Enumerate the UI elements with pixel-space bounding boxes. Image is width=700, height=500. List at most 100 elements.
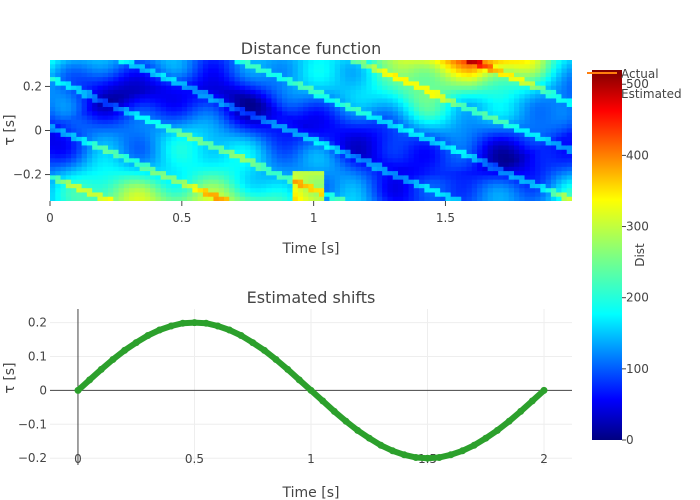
heatmap-cell xyxy=(239,179,246,185)
heatmap-cell xyxy=(429,158,436,164)
heatmap-cell xyxy=(297,166,304,172)
heatmap-cell xyxy=(424,124,431,129)
heatmap-cell xyxy=(456,136,462,142)
heatmap-cell xyxy=(324,141,331,147)
heatmap-cell xyxy=(392,145,399,151)
heatmap-cell xyxy=(113,192,120,198)
heatmap-cell xyxy=(429,124,436,129)
heatmap-cell xyxy=(171,158,178,164)
heatmap-cell xyxy=(86,175,93,181)
heatmap-cell xyxy=(492,111,499,117)
heatmap-cell xyxy=(371,94,378,100)
heatmap-cell xyxy=(234,111,241,117)
heatmap-cell xyxy=(71,85,77,91)
heatmap-cell xyxy=(461,72,468,78)
heatmap-cell xyxy=(60,111,67,117)
heatmap-cell xyxy=(239,89,246,95)
heatmap-cell xyxy=(324,98,331,104)
heatmap-cell xyxy=(271,196,278,201)
data-point xyxy=(237,332,245,339)
heatmap-cell xyxy=(445,145,452,151)
heatmap-cell xyxy=(392,192,399,198)
heatmap-cell xyxy=(287,128,294,134)
heatmap-cell xyxy=(160,192,167,198)
data-point xyxy=(470,441,478,449)
heatmap-cell xyxy=(276,128,283,134)
heatmap-cell xyxy=(297,136,304,142)
heatmap-cell xyxy=(508,94,515,100)
heatmap-cell xyxy=(287,89,294,95)
heatmap-cell xyxy=(118,132,125,138)
heatmap-cell xyxy=(345,145,352,151)
heatmap-cell xyxy=(540,196,547,201)
heatmap-cell xyxy=(392,72,399,78)
heatmap-cell xyxy=(55,94,62,100)
heatmap-cell xyxy=(250,98,257,104)
heatmap-cell xyxy=(308,81,315,87)
heatmap-cell xyxy=(150,158,157,164)
heatmap-cell xyxy=(192,171,199,176)
heatmap-cell xyxy=(65,89,72,95)
heatmap-cell xyxy=(308,188,315,194)
heatmap-cell xyxy=(477,128,483,134)
heatmap-cell xyxy=(65,98,72,104)
heatmap-cell xyxy=(503,158,510,164)
heatmap-cell xyxy=(55,154,62,159)
heatmap-cell xyxy=(366,132,373,138)
heatmap-cell xyxy=(218,98,225,104)
heatmap-cell xyxy=(118,85,125,91)
heatmap-cell xyxy=(150,183,157,189)
heatmap-cell xyxy=(350,154,357,159)
heatmap-cell xyxy=(108,162,114,168)
heatmap-cell xyxy=(361,77,367,82)
legend[interactable]: Actual Estimated xyxy=(587,67,682,101)
data-point xyxy=(121,346,129,354)
heatmap-cell xyxy=(287,119,294,125)
heatmap-cell xyxy=(482,81,489,87)
heatmap-cell xyxy=(424,77,431,82)
heatmap-cell xyxy=(545,171,552,176)
heatmap-cell xyxy=(213,98,220,104)
heatmap-cell xyxy=(92,107,99,112)
heatmap-cell xyxy=(155,132,162,138)
heatmap-cell xyxy=(318,119,325,125)
heatmap-cell xyxy=(540,183,547,189)
heatmap-cell xyxy=(144,64,151,70)
data-point xyxy=(272,356,280,363)
heatmap-cell xyxy=(429,68,436,74)
heatmap-cell xyxy=(440,196,447,201)
heatmap-cell xyxy=(218,64,225,70)
heatmap-cell xyxy=(282,111,288,117)
heatmap-cell xyxy=(160,171,167,176)
heatmap-cell xyxy=(260,132,267,138)
heatmap-cell xyxy=(297,72,304,78)
heatmap-cell xyxy=(260,89,267,95)
heatmap-cell xyxy=(424,102,431,108)
heatmap-cell xyxy=(303,145,309,151)
heatmap-cell xyxy=(213,124,220,129)
heatmap-cell xyxy=(361,107,367,112)
heatmap-cell xyxy=(50,166,56,172)
heatmap-cell xyxy=(434,85,441,91)
heatmap-cell xyxy=(434,196,441,201)
heatmap-cell xyxy=(477,166,483,172)
heatmap-cell xyxy=(55,162,62,168)
heatmap-cell xyxy=(92,72,99,78)
heatmap-cell xyxy=(514,171,520,176)
heatmap-cell xyxy=(71,60,77,65)
heatmap-cell xyxy=(65,64,72,70)
heatmap-cell xyxy=(376,119,383,125)
heatmap-cell xyxy=(376,102,383,108)
heatmap-cell xyxy=(65,81,72,87)
heatmap-cell xyxy=(318,188,325,194)
heatmap-cell xyxy=(150,171,157,176)
heatmap-cell xyxy=(350,175,357,181)
heatmap-cell xyxy=(334,183,341,189)
heatmap-cell xyxy=(329,107,336,112)
heatmap-cell xyxy=(81,124,88,129)
heatmap-cell xyxy=(144,89,151,95)
heatmap-y-axis-title: τ [s] xyxy=(2,114,18,145)
heatmap-cell xyxy=(287,179,294,185)
heatmap-cell xyxy=(239,196,246,201)
